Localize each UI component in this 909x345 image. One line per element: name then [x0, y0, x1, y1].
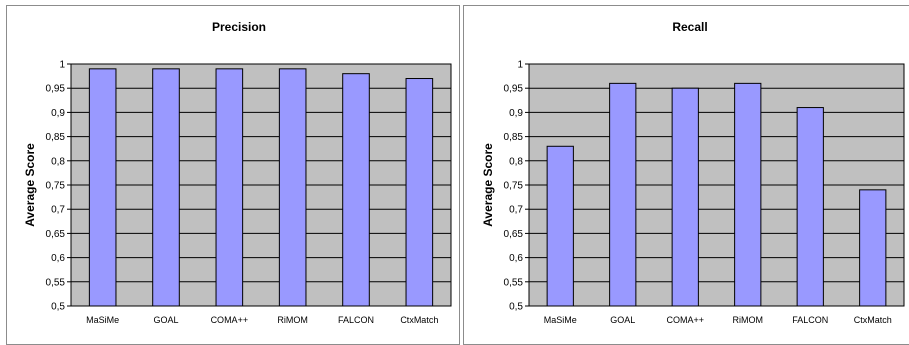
chart-0-ytick-label: 0,85 — [46, 132, 66, 143]
chart-1-bar — [671, 87, 699, 307]
chart-1-ytick-label: 0,65 — [504, 229, 524, 240]
chart-0-ytick-label: 0,55 — [46, 277, 66, 288]
chart-0-ytick-label: 0,6 — [51, 253, 65, 264]
chart-1-plot-border — [528, 63, 905, 307]
chart-1-ytick-label: 0,55 — [504, 277, 524, 288]
chart-0-ytick-label: 0,75 — [46, 181, 66, 192]
chart-0-xtick-label: RiMOM — [277, 315, 308, 325]
chart-1-xtick-label: GOAL — [610, 315, 635, 325]
chart-1-ytick-label: 1 — [517, 60, 523, 71]
chart-0-bar — [88, 68, 117, 307]
chart-0-ytick-label: 0,5 — [51, 302, 65, 313]
chart-1-ytick-label: 0,5 — [509, 302, 523, 313]
chart-0-xtick-label: GOAL — [153, 315, 178, 325]
chart-1-ylabel: Average Score — [481, 143, 495, 227]
chart-0-ytick-label: 0,8 — [51, 156, 65, 167]
chart-0-bar — [278, 68, 307, 307]
chart-0-plot-border — [70, 63, 452, 307]
chart-0-xtick-label: MaSiMe — [86, 315, 119, 325]
chart-1-ytick-label: 0,85 — [504, 132, 524, 143]
chart-0-ytick-label: 0,9 — [51, 108, 65, 119]
chart-0-ylabel: Average Score — [23, 143, 37, 227]
chart-1-ytick-label: 0,8 — [509, 156, 523, 167]
chart-1-bar — [609, 82, 637, 307]
chart-1-xtick-label: RiMOM — [733, 315, 764, 325]
chart-1-xtick-label: COMA++ — [666, 315, 704, 325]
chart-1-ytick-label: 0,75 — [504, 181, 524, 192]
chart-1-bar — [734, 82, 762, 307]
chart-0-ytick-label: 0,65 — [46, 229, 66, 240]
chart-1-bar — [546, 145, 574, 307]
chart-1-xtick-label: CtxMatch — [854, 315, 892, 325]
chart-0-title: Precision — [212, 20, 266, 34]
recall-chart: Recall 0,5 0,55 0,6 0,65 0,7 0,75 0,8 0,85 0,9 0,9… — [463, 5, 909, 345]
chart-0-bar — [405, 78, 434, 307]
chart-0-xtick-label: CtxMatch — [400, 315, 438, 325]
chart-0-xtick-label: FALCON — [338, 315, 374, 325]
chart-1-xtick-label: MaSiMe — [544, 315, 577, 325]
chart-1-ytick-label: 0,95 — [504, 84, 524, 95]
chart-0-bar — [215, 68, 244, 307]
chart-0-bar — [342, 73, 370, 307]
chart-0-ytick-label: 0,95 — [46, 84, 66, 95]
precision-chart: Precision 0,5 0,55 0,6 0,65 0,7 0,75 0,8 0,85 0,9… — [6, 5, 460, 345]
chart-1-title: Recall — [672, 20, 707, 34]
chart-1-ytick-label: 0,7 — [509, 205, 523, 216]
chart-1-ytick-label: 0,9 — [509, 108, 523, 119]
chart-0-xtick-label: COMA++ — [211, 315, 249, 325]
precision-chart-svg: Precision 0,5 0,55 0,6 0,65 0,7 0,75 0,8 0,85 0,9… — [23, 20, 452, 325]
chart-0-ytick-label: 1 — [59, 60, 65, 71]
recall-chart-svg: Recall 0,5 0,55 0,6 0,65 0,7 0,75 0,8 0,85 0,9 0,9… — [481, 20, 905, 325]
chart-1-xtick-label: FALCON — [792, 315, 828, 325]
chart-0-bar — [152, 68, 180, 307]
chart-0-ytick-label: 0,7 — [51, 205, 65, 216]
chart-1-ytick-label: 0,6 — [509, 253, 523, 264]
chart-1-bar — [859, 189, 887, 307]
chart-1-bar — [796, 107, 824, 307]
